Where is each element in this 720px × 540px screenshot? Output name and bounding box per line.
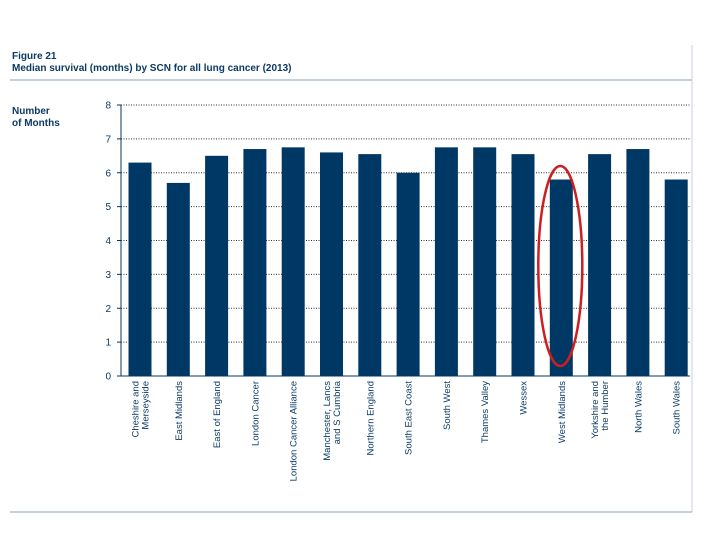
x-tick-label-line: South West <box>442 381 453 430</box>
x-tick-label-line: Wessex <box>519 381 530 415</box>
bar <box>396 172 420 376</box>
highlight-layer <box>537 164 584 368</box>
y-tick-labels: 0 1 2 3 4 5 6 7 8 <box>105 101 111 383</box>
x-tick-label: West Midlands <box>557 381 568 443</box>
y-axis-label: Number of Months <box>12 106 82 130</box>
bar <box>166 182 190 376</box>
x-tick-label-line: Thames Valley <box>480 381 491 443</box>
x-tick-label-line: East of England <box>212 381 223 448</box>
bars <box>128 147 688 376</box>
x-tick-label: Wessex <box>519 381 530 415</box>
x-tick-label: East of England <box>212 381 223 448</box>
y-axis-label-line-1: Number <box>12 106 50 117</box>
x-tick-label-line: Merseyside <box>141 381 152 430</box>
x-tick-label-line: Cheshire and <box>131 381 142 438</box>
y-axis-label-line-2: of Months <box>12 118 60 129</box>
y-tick-label: 8 <box>105 101 111 112</box>
x-tick-label-line: North Wales <box>633 381 644 433</box>
y-tick-label: 1 <box>105 338 111 349</box>
bar <box>549 179 573 376</box>
x-tick-label: London Cancer Alliance <box>289 381 300 481</box>
x-tick-label-line: London Cancer Alliance <box>289 381 300 481</box>
x-tick-label-line: Northern England <box>365 381 376 455</box>
x-tick-label: Manchester, Lancs and S Cumbria <box>322 380 343 460</box>
bar <box>358 154 382 376</box>
x-tick-label-line: West Midlands <box>557 381 568 443</box>
bar <box>281 147 305 376</box>
bar <box>588 154 612 376</box>
x-tick-label: Thames Valley <box>480 381 491 443</box>
x-tick-label: South West <box>442 381 453 430</box>
highlight-ellipse <box>537 164 584 368</box>
y-tick-label: 0 <box>105 372 111 383</box>
y-tick-label: 6 <box>105 168 111 179</box>
x-tick-label-line: and S Cumbria <box>332 380 343 444</box>
x-tick-label: Northern England <box>365 381 376 455</box>
y-tick-label: 7 <box>105 134 111 145</box>
y-tick-label: 4 <box>105 236 111 247</box>
bar <box>243 149 267 376</box>
bar <box>511 154 535 376</box>
x-tick-label: Cheshire and Merseyside <box>131 381 152 438</box>
x-tick-label: London Cancer <box>250 381 261 446</box>
x-tick-label-line: Yorkshire and <box>590 381 601 439</box>
x-tick-label-line: London Cancer <box>250 381 261 446</box>
bar <box>626 149 650 376</box>
x-tick-label-line: East Midlands <box>174 381 185 441</box>
x-tick-labels: Cheshire and Merseyside East Midlands East … <box>131 380 683 481</box>
x-tick-label: East Midlands <box>174 381 185 441</box>
x-tick-label: North Wales <box>633 381 644 433</box>
y-tick-label: 2 <box>105 304 111 315</box>
y-tick-label: 3 <box>105 270 111 281</box>
x-tick-label: South Wales <box>672 381 683 435</box>
y-tick-label: 5 <box>105 202 111 213</box>
x-tick-label-line: the Humber <box>600 381 611 431</box>
x-tick-label-line: South Wales <box>672 381 683 435</box>
bar <box>128 162 152 376</box>
x-tick-label: Yorkshire and the Humber <box>590 381 611 439</box>
chart-subtitle: Median survival (months) by SCN for all … <box>12 63 292 74</box>
bar <box>320 152 343 376</box>
bar <box>205 155 229 376</box>
bar <box>473 147 497 376</box>
figure-label: Figure 21 <box>12 51 57 62</box>
x-tick-label-line: South East Coast <box>404 381 415 455</box>
bar <box>664 179 688 376</box>
x-tick-label-line: Manchester, Lancs <box>322 381 333 461</box>
bar <box>434 147 458 376</box>
x-tick-label: South East Coast <box>404 381 415 455</box>
